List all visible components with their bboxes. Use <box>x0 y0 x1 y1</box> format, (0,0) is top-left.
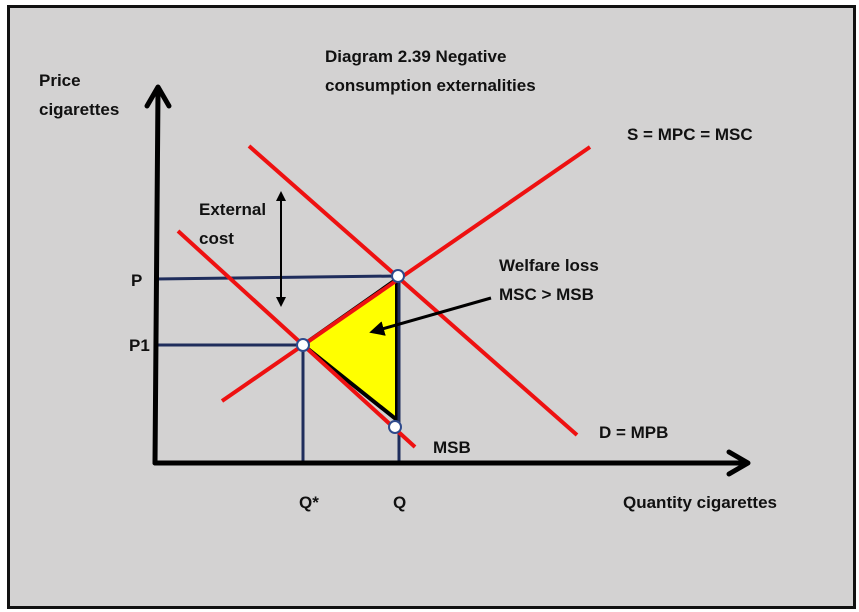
social-optimum-point <box>296 338 310 352</box>
y-axis-label-line-2: cigarettes <box>39 100 120 119</box>
msb-curve-label: MSB <box>433 438 471 457</box>
diagram-title-line-2: consumption externalities <box>325 76 536 95</box>
welfare-loss-area <box>299 275 399 425</box>
y-axis-arrowhead <box>144 84 172 109</box>
x-axis-arrowhead <box>726 449 751 477</box>
external-cost-label-line-2: cost <box>199 229 234 248</box>
welfare-loss-label-line-1: Welfare loss <box>499 256 599 275</box>
price-p-label: P <box>131 271 143 290</box>
msb-curve <box>176 229 417 449</box>
x-axis-label: Quantity cigarettes <box>623 493 777 512</box>
supply-curve <box>220 145 592 403</box>
quantity-q-label: Q <box>393 493 407 512</box>
y-axis-label-line-1: Price <box>39 71 81 90</box>
price-p1-label: P1 <box>129 336 150 355</box>
demand-curve-label: D = MPB <box>599 423 669 442</box>
market-equilibrium-point <box>391 269 405 283</box>
welfare-loss-pointer <box>369 296 492 336</box>
external-cost-label-line-1: External <box>199 200 267 219</box>
quantity-qstar-label: Q* <box>299 493 319 512</box>
diagram-title-line-1: Diagram 2.39 Negative <box>325 47 507 66</box>
guide-p-horizontal <box>154 274 398 281</box>
msb-at-q-point <box>388 420 402 434</box>
welfare-loss-label-line-2: MSC > MSB <box>499 285 594 304</box>
y-axis <box>152 88 161 466</box>
demand-curve <box>247 144 579 437</box>
supply-curve-label: S = MPC = MSC <box>627 125 753 144</box>
